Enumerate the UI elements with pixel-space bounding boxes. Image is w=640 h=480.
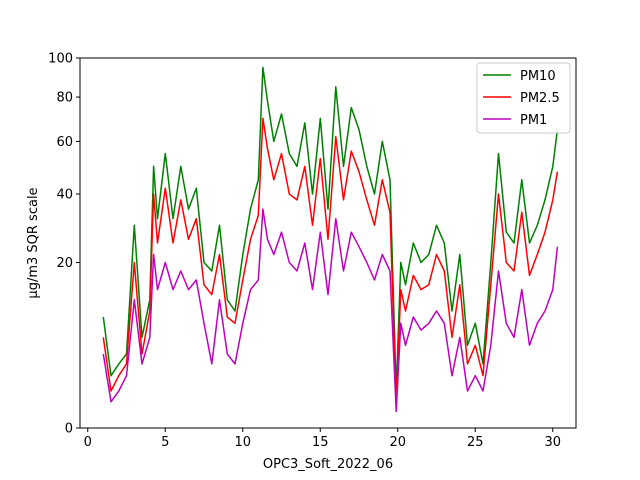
y-tick-label: 60 bbox=[56, 135, 73, 150]
series-line-2 bbox=[102, 117, 559, 403]
plot-frame bbox=[79, 57, 577, 429]
legend-label-3: PM1 bbox=[520, 113, 547, 128]
y-tick-label: 0 bbox=[65, 422, 73, 437]
y-tick-label: 100 bbox=[48, 52, 73, 67]
x-axis-title: OPC3_Soft_2022_06 bbox=[263, 457, 393, 472]
y-tick-label: 40 bbox=[56, 187, 73, 202]
legend-label-2: PM2.5 bbox=[520, 91, 560, 106]
x-axis: 0 5 10 15 20 25 30 bbox=[84, 428, 561, 450]
x-tick-label: 20 bbox=[389, 435, 406, 450]
x-tick-label: 15 bbox=[312, 435, 329, 450]
x-tick-label: 0 bbox=[84, 435, 92, 450]
y-tick-label: 80 bbox=[56, 91, 73, 106]
x-tick-label: 30 bbox=[544, 435, 561, 450]
y-axis-title: µg/m3 SQR scale bbox=[26, 187, 41, 298]
x-tick-label: 5 bbox=[161, 435, 169, 450]
legend: PM10 PM2.5 PM1 bbox=[476, 62, 571, 134]
x-tick-label: 10 bbox=[234, 435, 251, 450]
series-line-1 bbox=[102, 66, 559, 392]
legend-label-1: PM10 bbox=[520, 69, 556, 84]
y-tick-label: 20 bbox=[56, 256, 73, 271]
legend-box bbox=[476, 62, 571, 134]
series-layer bbox=[102, 66, 559, 413]
series-line-3 bbox=[102, 208, 559, 413]
x-tick-label: 25 bbox=[467, 435, 484, 450]
y-axis: 0 20 40 60 80 100 bbox=[48, 52, 80, 437]
